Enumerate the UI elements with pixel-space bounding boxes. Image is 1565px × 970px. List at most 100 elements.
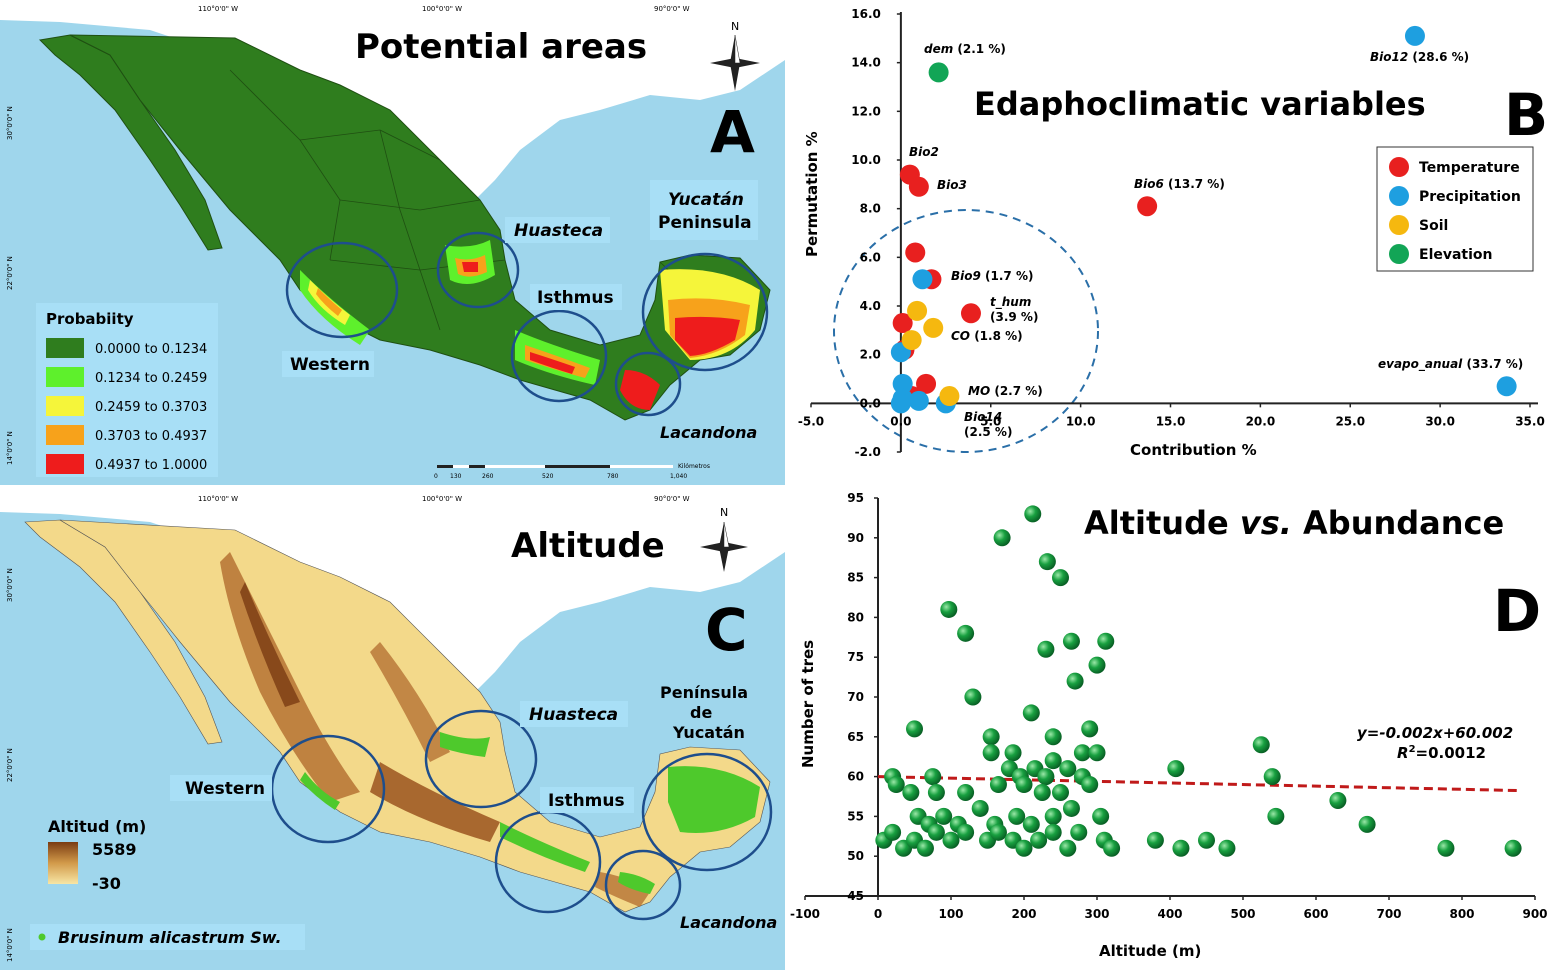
data-point <box>1329 791 1347 809</box>
annotation-bio14: Bio14 <box>964 410 1002 424</box>
data-point <box>1033 784 1051 802</box>
lat-label: 30°0'0" N <box>6 568 14 602</box>
legend-marker <box>1389 244 1409 264</box>
region-label-yucatan: Yucatán <box>668 190 744 210</box>
r-squared: R2=0.0012 <box>1397 744 1486 762</box>
altitude-legend: Altitud (m) 5589 -30 <box>48 817 146 893</box>
data-point <box>1044 728 1062 746</box>
data-point <box>982 744 1000 762</box>
y-tick-label: 6.0 <box>860 250 881 264</box>
lon-label: 110°0'0" W <box>198 495 238 503</box>
x-tick-label: 15.0 <box>1156 414 1186 428</box>
scale-label: 520 <box>542 473 554 480</box>
y-tick-label: 90 <box>847 531 864 545</box>
x-tick-label: 20.0 <box>1246 414 1276 428</box>
data-point <box>1044 807 1062 825</box>
y-tick-label: 14.0 <box>851 56 881 70</box>
probability-hotspots <box>300 240 760 410</box>
species-occurrence-clusters <box>300 732 760 894</box>
legend-label: 0.4937 to 1.0000 <box>95 458 207 473</box>
annotation-name: dem <box>924 42 953 56</box>
point-soil <box>901 330 922 351</box>
trend-line <box>877 775 1517 793</box>
lat-label: 14°0'0" N <box>6 431 14 465</box>
y-tick-label: 55 <box>847 809 864 823</box>
x-tick-label: 900 <box>1522 907 1547 921</box>
point-annotations: dem (2.1 %) Bio12 (28.6 %) Bio2 Bio3 Bio… <box>909 42 1523 439</box>
data-point <box>1070 823 1088 841</box>
map-title: Potential areas <box>355 27 647 67</box>
x-tick-label: 35.0 <box>1515 414 1545 428</box>
scale-bar-labels: 0 130 260 520 780 1,040 Kilómetros <box>434 463 710 480</box>
data-point <box>1218 839 1236 857</box>
annotation-value: (13.7 %) <box>1164 177 1225 191</box>
data-point <box>989 823 1007 841</box>
legend-label: Soil <box>1419 218 1448 234</box>
r-squared-exponent: 2 <box>1409 744 1416 755</box>
potential-areas-map-canvas: 110°0'0" W 100°0'0" W 90°0'0" W 30°0'0" … <box>0 0 785 485</box>
data-point <box>982 728 1000 746</box>
annotation-value: (1.8 %) <box>970 329 1023 343</box>
data-point <box>1024 505 1042 523</box>
region-label-isthmus: Isthmus <box>548 791 625 811</box>
altitude-abundance-chart: Altitude vs. Abundance D Altitude (m) Nu… <box>787 486 1565 970</box>
altitude-abundance-chart-canvas: Altitude vs. Abundance D Altitude (m) Nu… <box>790 491 1548 960</box>
data-point <box>916 839 934 857</box>
scale-label: 1,040 <box>670 473 687 480</box>
annotation-name: Bio9 <box>951 269 981 283</box>
y-tick-label: 45 <box>847 889 864 903</box>
y-tick-label: 95 <box>847 491 864 505</box>
data-point <box>1081 720 1099 738</box>
lat-label: 30°0'0" N <box>6 106 14 140</box>
region-label-western: Western <box>185 779 265 799</box>
data-point <box>1008 807 1026 825</box>
region-label-lacandona: Lacandona <box>660 423 757 442</box>
data-point <box>957 784 975 802</box>
probability-legend: Probabiity <box>36 303 218 477</box>
data-point <box>1022 815 1040 833</box>
data-point <box>1081 776 1099 794</box>
altitude-map: 110°0'0" W 100°0'0" W 90°0'0" W 30°0'0" … <box>0 492 785 970</box>
data-point <box>1097 632 1115 650</box>
x-tick-label: 200 <box>1011 907 1036 921</box>
x-tick-label: 800 <box>1449 907 1474 921</box>
x-tick-label: 0.0 <box>890 414 911 428</box>
annotation-name: Bio6 <box>1134 177 1164 191</box>
annotation-value: (2.7 %) <box>990 384 1043 398</box>
lon-label: 110°0'0" W <box>198 5 238 13</box>
legend-swatch <box>46 367 84 387</box>
data-point <box>1103 839 1121 857</box>
point-precipitation <box>912 269 933 290</box>
annotation-bio3: Bio3 <box>937 178 967 192</box>
annotation-name: MO <box>968 384 990 398</box>
point-soil <box>907 300 928 321</box>
species-dot-icon <box>38 933 46 941</box>
legend-swatch <box>46 425 84 445</box>
annotation-bio12: Bio12 (28.6 %) <box>1370 50 1469 64</box>
lon-label: 100°0'0" W <box>422 5 462 13</box>
species-legend: Brusinum alicastrum Sw. <box>30 924 305 950</box>
y-tick-label: 50 <box>847 849 864 863</box>
data-point <box>1062 632 1080 650</box>
data-point <box>1037 640 1055 658</box>
point-precipitation <box>890 393 911 414</box>
data-point <box>964 688 982 706</box>
point-temperature <box>960 303 981 324</box>
data-point <box>902 784 920 802</box>
top-margin <box>0 0 785 14</box>
annotation-bio9: Bio9 (1.7 %) <box>951 269 1033 283</box>
y-tick-label: 0.0 <box>860 396 881 410</box>
y-axis-title: Permutation % <box>803 131 821 257</box>
annotation-mo: MO (2.7 %) <box>968 384 1043 398</box>
data-point <box>1022 704 1040 722</box>
annotation-co: CO (1.8 %) <box>951 329 1023 343</box>
cluster-dashed-circle <box>833 209 1099 453</box>
point-soil <box>939 386 960 407</box>
data-point <box>1267 807 1285 825</box>
regression-equation: y=-0.002x+60.002 <box>1357 724 1513 742</box>
data-point <box>935 807 953 825</box>
data-point <box>887 776 905 794</box>
data-point <box>1252 736 1270 754</box>
x-axis-title: Altitude (m) <box>1099 942 1201 960</box>
region-label-bg <box>505 217 610 243</box>
